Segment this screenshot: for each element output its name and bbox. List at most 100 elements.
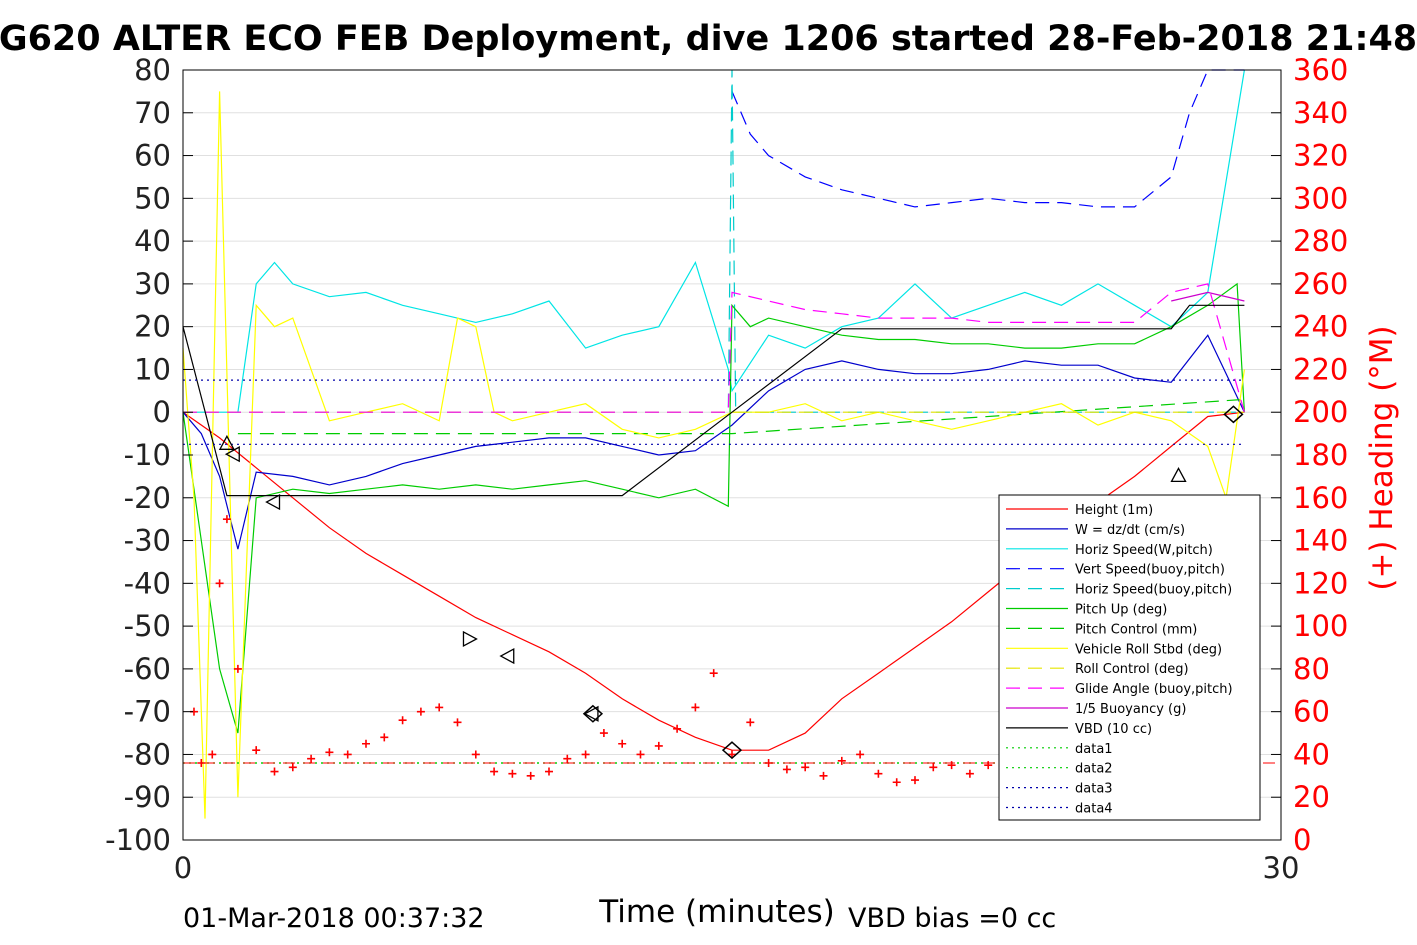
y-tick-label: 50 (134, 181, 171, 215)
chart-legend: Height (1m) W = dz/dt (cm/s) Horiz Speed(W… (998, 494, 1261, 821)
heading-point (746, 718, 755, 727)
heading-point (911, 776, 919, 785)
legend-label: Pitch Up (deg) (1075, 603, 1167, 618)
series-line-pitch-up-deg (182, 282, 1245, 734)
legend-label: Vehicle Roll Stbd (deg) (1075, 642, 1222, 657)
heading-point (801, 763, 810, 772)
heading-point (398, 716, 407, 725)
y2-tick-label: 240 (1293, 310, 1348, 344)
y2-tick-label: 220 (1293, 352, 1348, 386)
heading-point (435, 703, 444, 712)
heading-point (215, 579, 224, 588)
y2-tick-label: 260 (1293, 267, 1348, 301)
y2-axis-label: (+) Heading (°M) (1364, 325, 1400, 590)
legend-label: data4 (1075, 802, 1113, 817)
heading-point (874, 769, 883, 778)
series-line-vert-speed-buoy-pitch (731, 69, 1245, 208)
y-tick-label: -10 (124, 438, 171, 472)
heading-point (618, 739, 627, 748)
y2-tick-label: 120 (1293, 566, 1348, 600)
legend-label: data3 (1075, 782, 1113, 797)
y-tick-label: -30 (124, 524, 171, 558)
series-layer (182, 69, 1245, 819)
legend-label: Horiz Speed(buoy,pitch) (1075, 583, 1232, 598)
y2-tick-label: 140 (1293, 524, 1348, 558)
heading-point (892, 778, 901, 787)
x-ticks: 0 30 (174, 851, 1300, 885)
heading-point (252, 746, 261, 755)
y-tick-label: 80 (134, 53, 171, 87)
y2-tick-label: 360 (1293, 53, 1348, 87)
heading-point (222, 515, 231, 524)
heading-point (563, 754, 572, 763)
marker-diamond (582, 704, 604, 723)
legend-label: data1 (1075, 742, 1113, 757)
y-tick-label: 0 (153, 395, 171, 429)
y2-tick-label: 100 (1293, 609, 1348, 643)
heading-point (599, 729, 608, 738)
heading-point (343, 750, 352, 759)
footer-timestamp: 01-Mar-2018 00:37:32 (183, 903, 485, 934)
y-tick-label: -100 (105, 823, 171, 857)
y2-tick-label: 200 (1293, 395, 1348, 429)
marker-triangle-left (583, 705, 599, 722)
y-ticks: 80 70 60 50 40 30 20 10 0 -10 -20 -30 -40 -50 -60 -70 -8… (105, 53, 193, 857)
legend-label: Height (1m) (1075, 503, 1153, 518)
y-tick-label: 20 (134, 310, 171, 344)
heading-point (197, 759, 206, 767)
heading-point (453, 718, 462, 727)
heading-point (856, 750, 865, 759)
marker-diamond (1223, 405, 1244, 424)
marker-triangle-right (462, 630, 478, 648)
y-tick-label: 40 (134, 224, 171, 258)
marker-triangle-left (265, 493, 281, 511)
heading-point (819, 771, 828, 780)
heading-point (581, 750, 590, 759)
heading-point (837, 756, 846, 765)
heading-point (208, 750, 217, 759)
y2-tick-label: 180 (1293, 438, 1348, 472)
y2-tick-label: 320 (1293, 139, 1348, 173)
marker-diamond (721, 741, 743, 760)
footer-vbd-bias: VBD bias =0 cc (848, 903, 1056, 934)
legend-label: VBD (10 cc) (1075, 722, 1152, 737)
y2-tick-label: 0 (1293, 823, 1311, 857)
y-tick-label: 70 (134, 96, 171, 130)
legend-label: Vert Speed(buoy,pitch) (1075, 563, 1225, 578)
heading-point (325, 748, 334, 757)
heading-point (984, 761, 993, 770)
heading-point (380, 733, 389, 742)
heading-point (490, 767, 499, 776)
marker-layer (218, 405, 1244, 760)
y2-tick-label: 60 (1293, 695, 1330, 729)
y-tick-label: -40 (124, 566, 171, 600)
x-tick-label: 30 (1263, 851, 1300, 885)
legend-label: Pitch Control (mm) (1075, 622, 1197, 637)
y-tick-label: -60 (124, 652, 171, 686)
legend-label: Roll Control (deg) (1075, 662, 1189, 677)
y-tick-label: -80 (124, 737, 171, 771)
legend-items: Height (1m) W = dz/dt (cm/s) Horiz Speed(W… (1006, 503, 1233, 817)
marker-triangle-left (224, 446, 240, 463)
y2-tick-label: 20 (1293, 780, 1330, 814)
heading-point (691, 703, 700, 712)
heading-point (728, 750, 736, 759)
heading-point (764, 759, 773, 767)
heading-point (654, 741, 663, 750)
y2-ticks: 3603403203002802602402202001801601401201… (1271, 53, 1348, 857)
legend-label: Horiz Speed(W,pitch) (1075, 543, 1213, 558)
heading-point (508, 769, 517, 778)
x-axis-label: Time (minutes) (598, 894, 834, 930)
y-tick-label: -20 (124, 481, 171, 515)
series-line-1-5-buoyancy-g (1171, 291, 1245, 302)
heading-point (270, 767, 279, 776)
heading-point (362, 739, 370, 748)
legend-label: Glide Angle (buoy,pitch) (1075, 682, 1233, 697)
legend-label: 1/5 Buoyancy (g) (1075, 702, 1186, 717)
heading-point (545, 767, 553, 776)
heading-point (947, 761, 956, 770)
series-line-horiz-speed-w-pitch (183, 69, 1245, 413)
marker-triangle-up (1170, 467, 1187, 483)
y-tick-label: 60 (134, 139, 171, 173)
y2-tick-label: 160 (1293, 481, 1348, 515)
